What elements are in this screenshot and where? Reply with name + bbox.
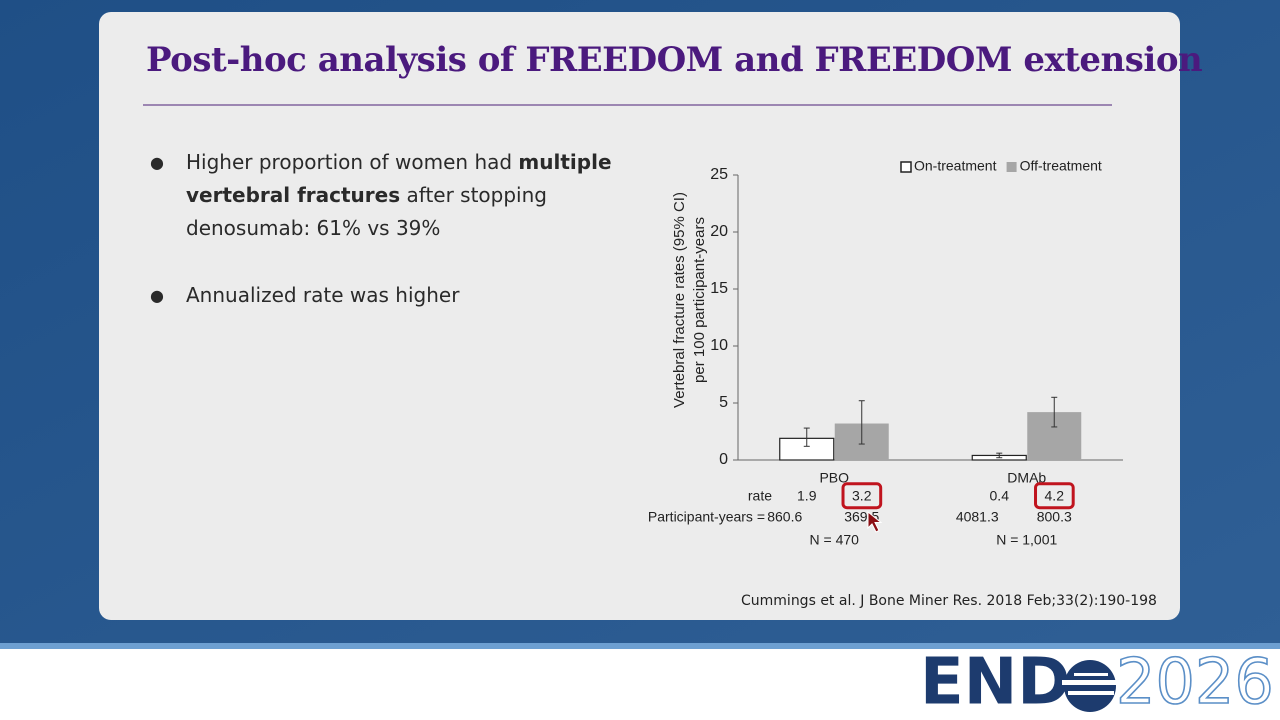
highlight-box: [841, 482, 883, 510]
rate-label: 0.4: [990, 488, 1010, 504]
y-tick-label: 10: [710, 337, 728, 354]
rate-label: 3.2: [852, 488, 872, 504]
text: Annualized rate was higher: [186, 283, 460, 307]
y-axis-label: per 100 participant-years: [691, 217, 708, 383]
row-label: rate: [748, 488, 772, 504]
cursor: [867, 510, 883, 533]
bullet: Annualized rate was higher: [150, 279, 620, 312]
text: Higher proportion of women had: [186, 150, 519, 174]
y-tick-label: 25: [710, 166, 728, 183]
y-tick-label: 5: [719, 394, 728, 411]
y-tick-label: 0: [719, 451, 728, 468]
logo-right: 2026: [1116, 645, 1274, 718]
bold-text: multiple vertebral fractures: [186, 150, 612, 207]
citation: Cummings et al. J Bone Miner Res. 2018 F…: [741, 593, 1157, 609]
logo-left: END: [920, 646, 1070, 720]
y-tick-label: 15: [710, 280, 728, 297]
participant-years-label: 4081.3: [956, 509, 999, 525]
footer-rule: [0, 643, 1280, 649]
logo-globe: [1062, 660, 1120, 712]
bullet-list: Higher proportion of women had multiple …: [150, 146, 620, 346]
y-axis-label: Vertebral fracture rates (95% CI): [671, 192, 688, 408]
rate-label: 1.9: [797, 488, 817, 504]
n-label: N = 1,001: [996, 532, 1057, 548]
error-bar: [1051, 396, 1058, 428]
error-bar: [803, 427, 810, 447]
error-bar: [996, 452, 1003, 459]
participant-years-label: 800.3: [1037, 509, 1072, 525]
text: after stopping denosumab: 61% vs 39%: [186, 183, 547, 240]
bullet: Higher proportion of women had multiple …: [150, 146, 620, 245]
x-tick-label: DMAb: [1007, 470, 1046, 486]
legend-swatch: [900, 161, 912, 173]
n-label: N = 470: [810, 532, 860, 548]
participant-years-label: 860.6: [767, 509, 802, 525]
row-label: Participant-years =: [648, 509, 765, 525]
rate-label: 4.2: [1045, 488, 1065, 504]
x-tick-label: PBO: [819, 470, 849, 486]
highlight-box: [1034, 482, 1075, 510]
slide-title: Post-hoc analysis of FREEDOM and FREEDOM…: [146, 40, 1203, 80]
legend-swatch: [1006, 162, 1017, 172]
legend-label: On-treatment: [914, 158, 997, 174]
y-tick-label: 20: [710, 223, 728, 240]
error-bar: [858, 400, 865, 445]
legend-label: Off-treatment: [1020, 158, 1102, 174]
